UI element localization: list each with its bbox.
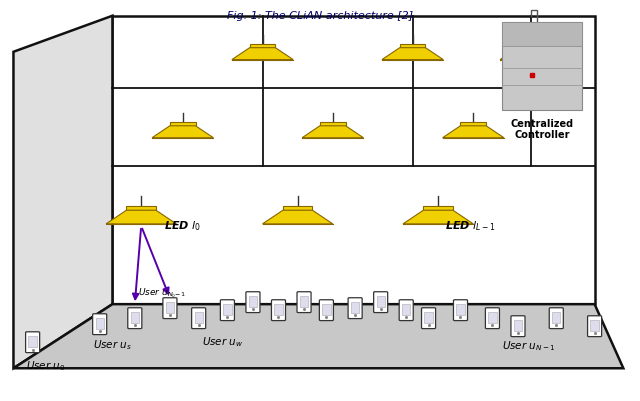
FancyBboxPatch shape xyxy=(422,308,436,329)
Text: Centralized
Controller: Centralized Controller xyxy=(511,119,574,140)
Bar xyxy=(166,302,174,314)
FancyBboxPatch shape xyxy=(399,300,413,321)
Polygon shape xyxy=(400,45,426,49)
Bar xyxy=(223,304,232,315)
FancyBboxPatch shape xyxy=(297,292,311,313)
Polygon shape xyxy=(443,126,504,138)
Polygon shape xyxy=(502,23,582,47)
Polygon shape xyxy=(127,207,156,211)
Text: User $u_s$: User $u_s$ xyxy=(93,338,132,351)
Bar xyxy=(29,336,36,347)
Polygon shape xyxy=(320,123,346,126)
FancyBboxPatch shape xyxy=(511,316,525,337)
Polygon shape xyxy=(518,45,543,49)
Bar xyxy=(195,312,203,323)
FancyBboxPatch shape xyxy=(246,292,260,313)
Text: LED $l_0$: LED $l_0$ xyxy=(164,219,201,232)
Polygon shape xyxy=(250,45,275,49)
Polygon shape xyxy=(152,126,213,138)
Polygon shape xyxy=(424,207,453,211)
Text: Fig. 1: The CLiAN architecture [2]: Fig. 1: The CLiAN architecture [2] xyxy=(227,11,413,21)
FancyBboxPatch shape xyxy=(271,300,285,321)
FancyBboxPatch shape xyxy=(485,308,499,329)
Polygon shape xyxy=(113,17,595,304)
Text: User $u_{N-1}$: User $u_{N-1}$ xyxy=(502,338,556,352)
Text: User $u_0$: User $u_0$ xyxy=(26,358,66,372)
FancyBboxPatch shape xyxy=(588,316,602,337)
Bar xyxy=(95,318,104,329)
FancyBboxPatch shape xyxy=(128,308,142,329)
Bar xyxy=(488,312,497,323)
Bar xyxy=(514,320,522,331)
Bar xyxy=(552,312,561,323)
Text: User $u_w$: User $u_w$ xyxy=(202,335,243,348)
Bar xyxy=(275,304,283,315)
Text: User $u_{N_0\!-\!1}$: User $u_{N_0\!-\!1}$ xyxy=(138,286,186,300)
Bar xyxy=(300,296,308,308)
Polygon shape xyxy=(502,23,582,111)
FancyBboxPatch shape xyxy=(191,308,205,329)
Bar xyxy=(424,312,433,323)
FancyBboxPatch shape xyxy=(319,300,333,321)
Text: LED $l_{L-1}$: LED $l_{L-1}$ xyxy=(445,219,495,232)
Polygon shape xyxy=(170,123,196,126)
Bar xyxy=(131,312,139,323)
Bar xyxy=(376,296,385,308)
FancyBboxPatch shape xyxy=(549,308,563,329)
Bar xyxy=(591,320,599,331)
Polygon shape xyxy=(500,49,561,61)
Polygon shape xyxy=(302,126,364,138)
FancyBboxPatch shape xyxy=(93,314,107,335)
Polygon shape xyxy=(403,211,473,224)
Polygon shape xyxy=(460,123,486,126)
FancyBboxPatch shape xyxy=(348,298,362,319)
FancyBboxPatch shape xyxy=(454,300,467,321)
Polygon shape xyxy=(13,304,623,369)
Polygon shape xyxy=(232,49,293,61)
Bar xyxy=(249,296,257,308)
FancyBboxPatch shape xyxy=(220,300,234,321)
Polygon shape xyxy=(382,49,444,61)
Bar xyxy=(323,304,330,315)
Polygon shape xyxy=(106,211,176,224)
Polygon shape xyxy=(13,17,113,369)
Bar xyxy=(456,304,465,315)
Bar xyxy=(351,302,359,314)
FancyBboxPatch shape xyxy=(374,292,388,313)
FancyBboxPatch shape xyxy=(26,332,40,353)
FancyBboxPatch shape xyxy=(163,298,177,319)
Bar xyxy=(402,304,410,315)
Polygon shape xyxy=(262,211,333,224)
Polygon shape xyxy=(283,207,312,211)
